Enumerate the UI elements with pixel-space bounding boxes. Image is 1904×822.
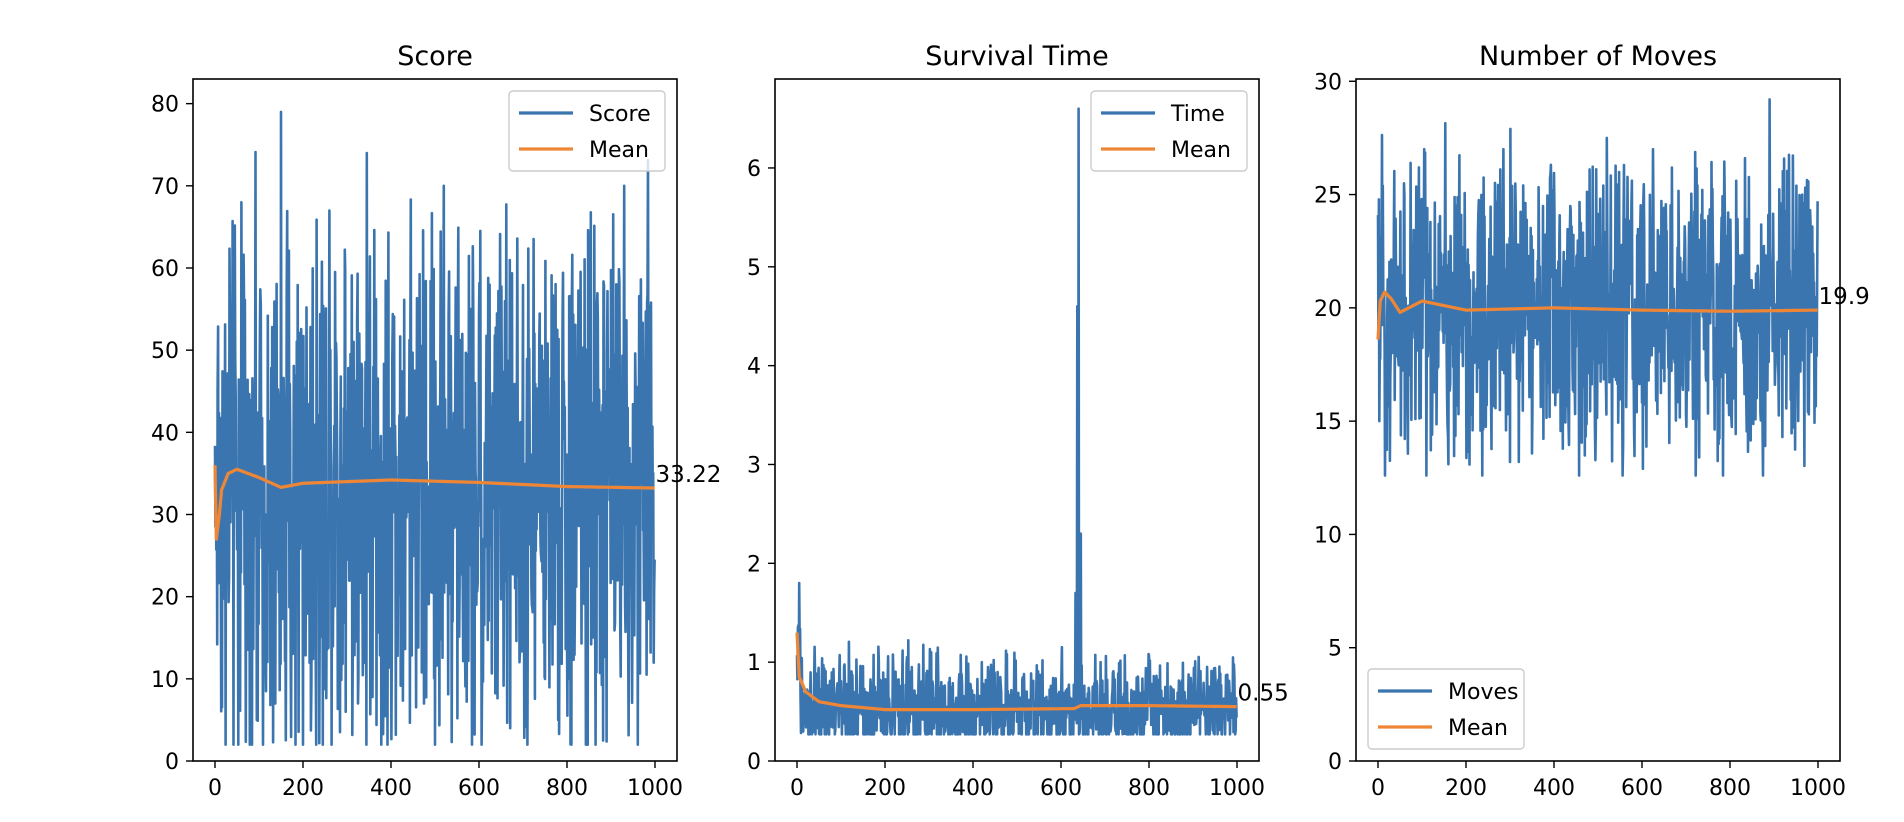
y-tick-label: 1 xyxy=(747,651,761,676)
final-mean-label: 0.55 xyxy=(1238,681,1289,707)
y-tick-label: 5 xyxy=(747,256,761,281)
y-tick-label: 10 xyxy=(151,668,179,693)
series-mean-line xyxy=(795,632,1238,712)
y-tick-label: 70 xyxy=(151,175,179,200)
y-tick-label: 4 xyxy=(747,355,761,380)
x-tick-label: 0 xyxy=(208,776,222,801)
final-mean-label: 19.9 xyxy=(1819,284,1870,310)
legend-label: Time xyxy=(1170,102,1225,127)
x-tick-label: 800 xyxy=(546,776,588,801)
legend-box xyxy=(508,90,666,172)
legend: Time Mean xyxy=(1090,90,1248,172)
x-tick-label: 600 xyxy=(1040,776,1082,801)
x-tick-label: 1000 xyxy=(627,776,683,801)
y-tick-label: 80 xyxy=(151,93,179,118)
subplot-2: 0 200 400 600 800 1000 0 1 2 3 4 5 6 Survival Time 0.5… xyxy=(747,41,1289,801)
legend-label: Mean xyxy=(589,138,649,163)
y-tick-label: 3 xyxy=(747,453,761,478)
legend-box xyxy=(1367,668,1525,750)
x-tick-label: 200 xyxy=(864,776,906,801)
subplot-title: Number of Moves xyxy=(1479,41,1717,72)
y-tick-label: 0 xyxy=(1328,750,1342,775)
x-tick-label: 400 xyxy=(1533,776,1575,801)
final-mean-label: 33.22 xyxy=(656,462,722,488)
y-tick-label: 40 xyxy=(151,421,179,446)
axes-frame xyxy=(1355,78,1841,762)
y-tick-label: 0 xyxy=(165,750,179,775)
series-mean-line xyxy=(1376,290,1819,340)
x-tick-label: 600 xyxy=(458,776,500,801)
axes-frame xyxy=(774,78,1260,762)
x-tick-label: 200 xyxy=(1445,776,1487,801)
x-tick-label: 600 xyxy=(1621,776,1663,801)
x-tick-label: 1000 xyxy=(1790,776,1846,801)
subplot-1: 0 200 400 600 800 1000 0 10 20 30 40 50 60 70 80 Score 3… xyxy=(151,41,721,801)
x-tick-label: 0 xyxy=(790,776,804,801)
y-tick-label: 2 xyxy=(747,552,761,577)
subplot-title: Score xyxy=(397,41,473,72)
series-time-line xyxy=(795,107,1238,736)
legend-label: Mean xyxy=(1448,716,1508,741)
y-tick-label: 50 xyxy=(151,339,179,364)
x-tick-label: 800 xyxy=(1128,776,1170,801)
y-tick-label: 20 xyxy=(1314,297,1342,322)
y-tick-label: 60 xyxy=(151,257,179,282)
x-tick-label: 800 xyxy=(1709,776,1751,801)
subplot-3: 0 200 400 600 800 1000 0 5 10 15 20 25 30 Number of M… xyxy=(1314,41,1870,801)
legend-label: Mean xyxy=(1171,138,1231,163)
x-tick-label: 400 xyxy=(952,776,994,801)
y-tick-label: 30 xyxy=(1314,70,1342,95)
y-tick-label: 30 xyxy=(151,503,179,528)
y-tick-label: 0 xyxy=(747,750,761,775)
y-tick-label: 5 xyxy=(1328,637,1342,662)
legend-label: Score xyxy=(589,102,651,127)
y-tick-label: 10 xyxy=(1314,523,1342,548)
x-tick-label: 1000 xyxy=(1209,776,1265,801)
legend: Score Mean xyxy=(508,90,666,172)
x-tick-label: 200 xyxy=(282,776,324,801)
series-score-line xyxy=(213,110,656,746)
axes-frame xyxy=(192,78,678,762)
y-tick-label: 15 xyxy=(1314,410,1342,435)
y-tick-label: 20 xyxy=(151,586,179,611)
legend: Moves Mean xyxy=(1367,668,1525,750)
x-tick-label: 400 xyxy=(370,776,412,801)
x-tick-label: 0 xyxy=(1371,776,1385,801)
legend-label: Moves xyxy=(1448,680,1518,705)
y-tick-label: 25 xyxy=(1314,184,1342,209)
subplot-title: Survival Time xyxy=(925,41,1109,72)
series-moves-line xyxy=(1376,98,1819,477)
legend-box xyxy=(1090,90,1248,172)
series-mean-line xyxy=(213,465,656,541)
y-tick-label: 6 xyxy=(747,157,761,182)
